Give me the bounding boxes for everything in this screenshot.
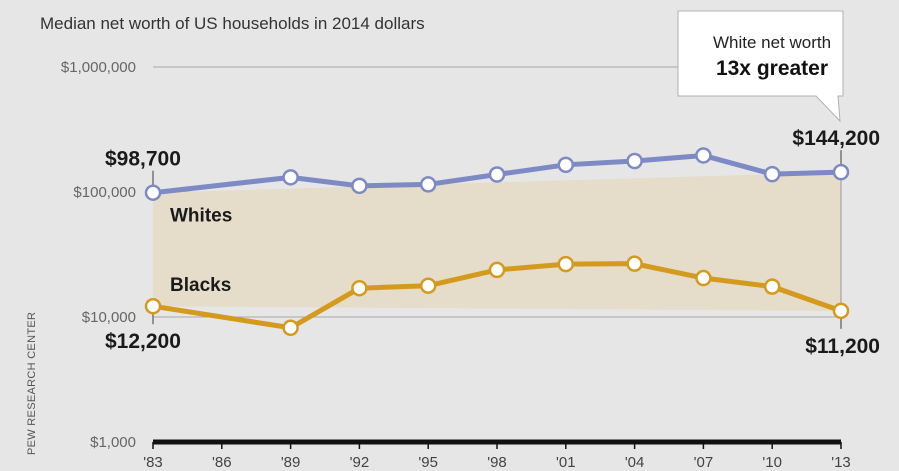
data-point-whites bbox=[144, 184, 162, 201]
data-point-whites bbox=[695, 147, 712, 164]
x-tick-label: '98 bbox=[487, 454, 507, 471]
y-tick-label: $1,000,000 bbox=[61, 59, 136, 76]
data-point-blacks bbox=[832, 302, 850, 320]
data-point-blacks bbox=[419, 277, 437, 294]
end-label-blacks: $11,200 bbox=[805, 335, 880, 358]
y-tick-label: $1,000 bbox=[90, 434, 136, 451]
gap-fill bbox=[153, 172, 841, 311]
series-labels: $98,700 $144,200 Whites $12,200 $11,200 Black… bbox=[105, 127, 880, 358]
series-label-blacks: Blacks bbox=[170, 275, 231, 296]
data-point-blacks bbox=[695, 269, 712, 287]
data-point-blacks bbox=[488, 261, 506, 279]
x-tick-label: '89 bbox=[281, 454, 301, 471]
end-label-whites: $144,200 bbox=[792, 127, 880, 150]
start-label-blacks: $12,200 bbox=[105, 330, 181, 353]
y-tick-label: $100,000 bbox=[73, 184, 136, 201]
x-tick-label: '92 bbox=[350, 454, 370, 471]
data-point-blacks bbox=[557, 255, 575, 273]
y-tick-label: $10,000 bbox=[82, 309, 136, 326]
series-line-whites bbox=[152, 152, 842, 196]
callout-line2: 13x greater bbox=[716, 57, 828, 80]
data-point-blacks bbox=[763, 278, 781, 295]
start-label-whites: $98,700 bbox=[105, 148, 181, 171]
series-lines bbox=[152, 152, 842, 331]
data-point-whites bbox=[763, 165, 781, 183]
data-point-blacks bbox=[351, 279, 368, 297]
x-tick-label: '83 bbox=[143, 454, 163, 471]
x-tick-label: '10 bbox=[762, 454, 782, 471]
x-tick-label: '04 bbox=[625, 454, 645, 471]
y-axis: $1,000 $10,000 $100,000 $1,000,000 bbox=[61, 59, 136, 451]
gap-area bbox=[153, 172, 842, 311]
data-point-blacks bbox=[282, 319, 299, 337]
data-point-whites bbox=[351, 177, 368, 195]
callout: White net worth 13x greater bbox=[677, 10, 844, 123]
x-tick-label: '95 bbox=[418, 454, 438, 471]
x-tick-label: '86 bbox=[212, 454, 232, 471]
series-label-whites: Whites bbox=[170, 206, 232, 227]
callout-box bbox=[677, 10, 844, 123]
data-point-blacks bbox=[626, 255, 643, 272]
series-line-blacks bbox=[152, 261, 842, 331]
x-axis: '83 '86 '89 '92 '95 '98 '01 '04 '07 '10 '13 bbox=[143, 439, 851, 471]
data-point-whites bbox=[557, 156, 575, 174]
series-points bbox=[144, 147, 850, 337]
x-tick-label: '07 bbox=[694, 454, 714, 471]
chart-title: Median net worth of US households in 201… bbox=[40, 14, 425, 33]
data-point-whites bbox=[488, 166, 506, 183]
data-point-whites bbox=[419, 176, 437, 193]
data-point-whites bbox=[626, 152, 643, 170]
data-point-blacks bbox=[144, 297, 162, 315]
data-point-whites bbox=[832, 163, 850, 181]
source-label: PEW RESEARCH CENTER bbox=[26, 312, 38, 455]
data-point-whites bbox=[282, 169, 299, 186]
x-tick-label: '01 bbox=[556, 454, 576, 471]
callout-line1: White net worth bbox=[713, 33, 831, 52]
x-tick-label: '13 bbox=[831, 454, 851, 471]
